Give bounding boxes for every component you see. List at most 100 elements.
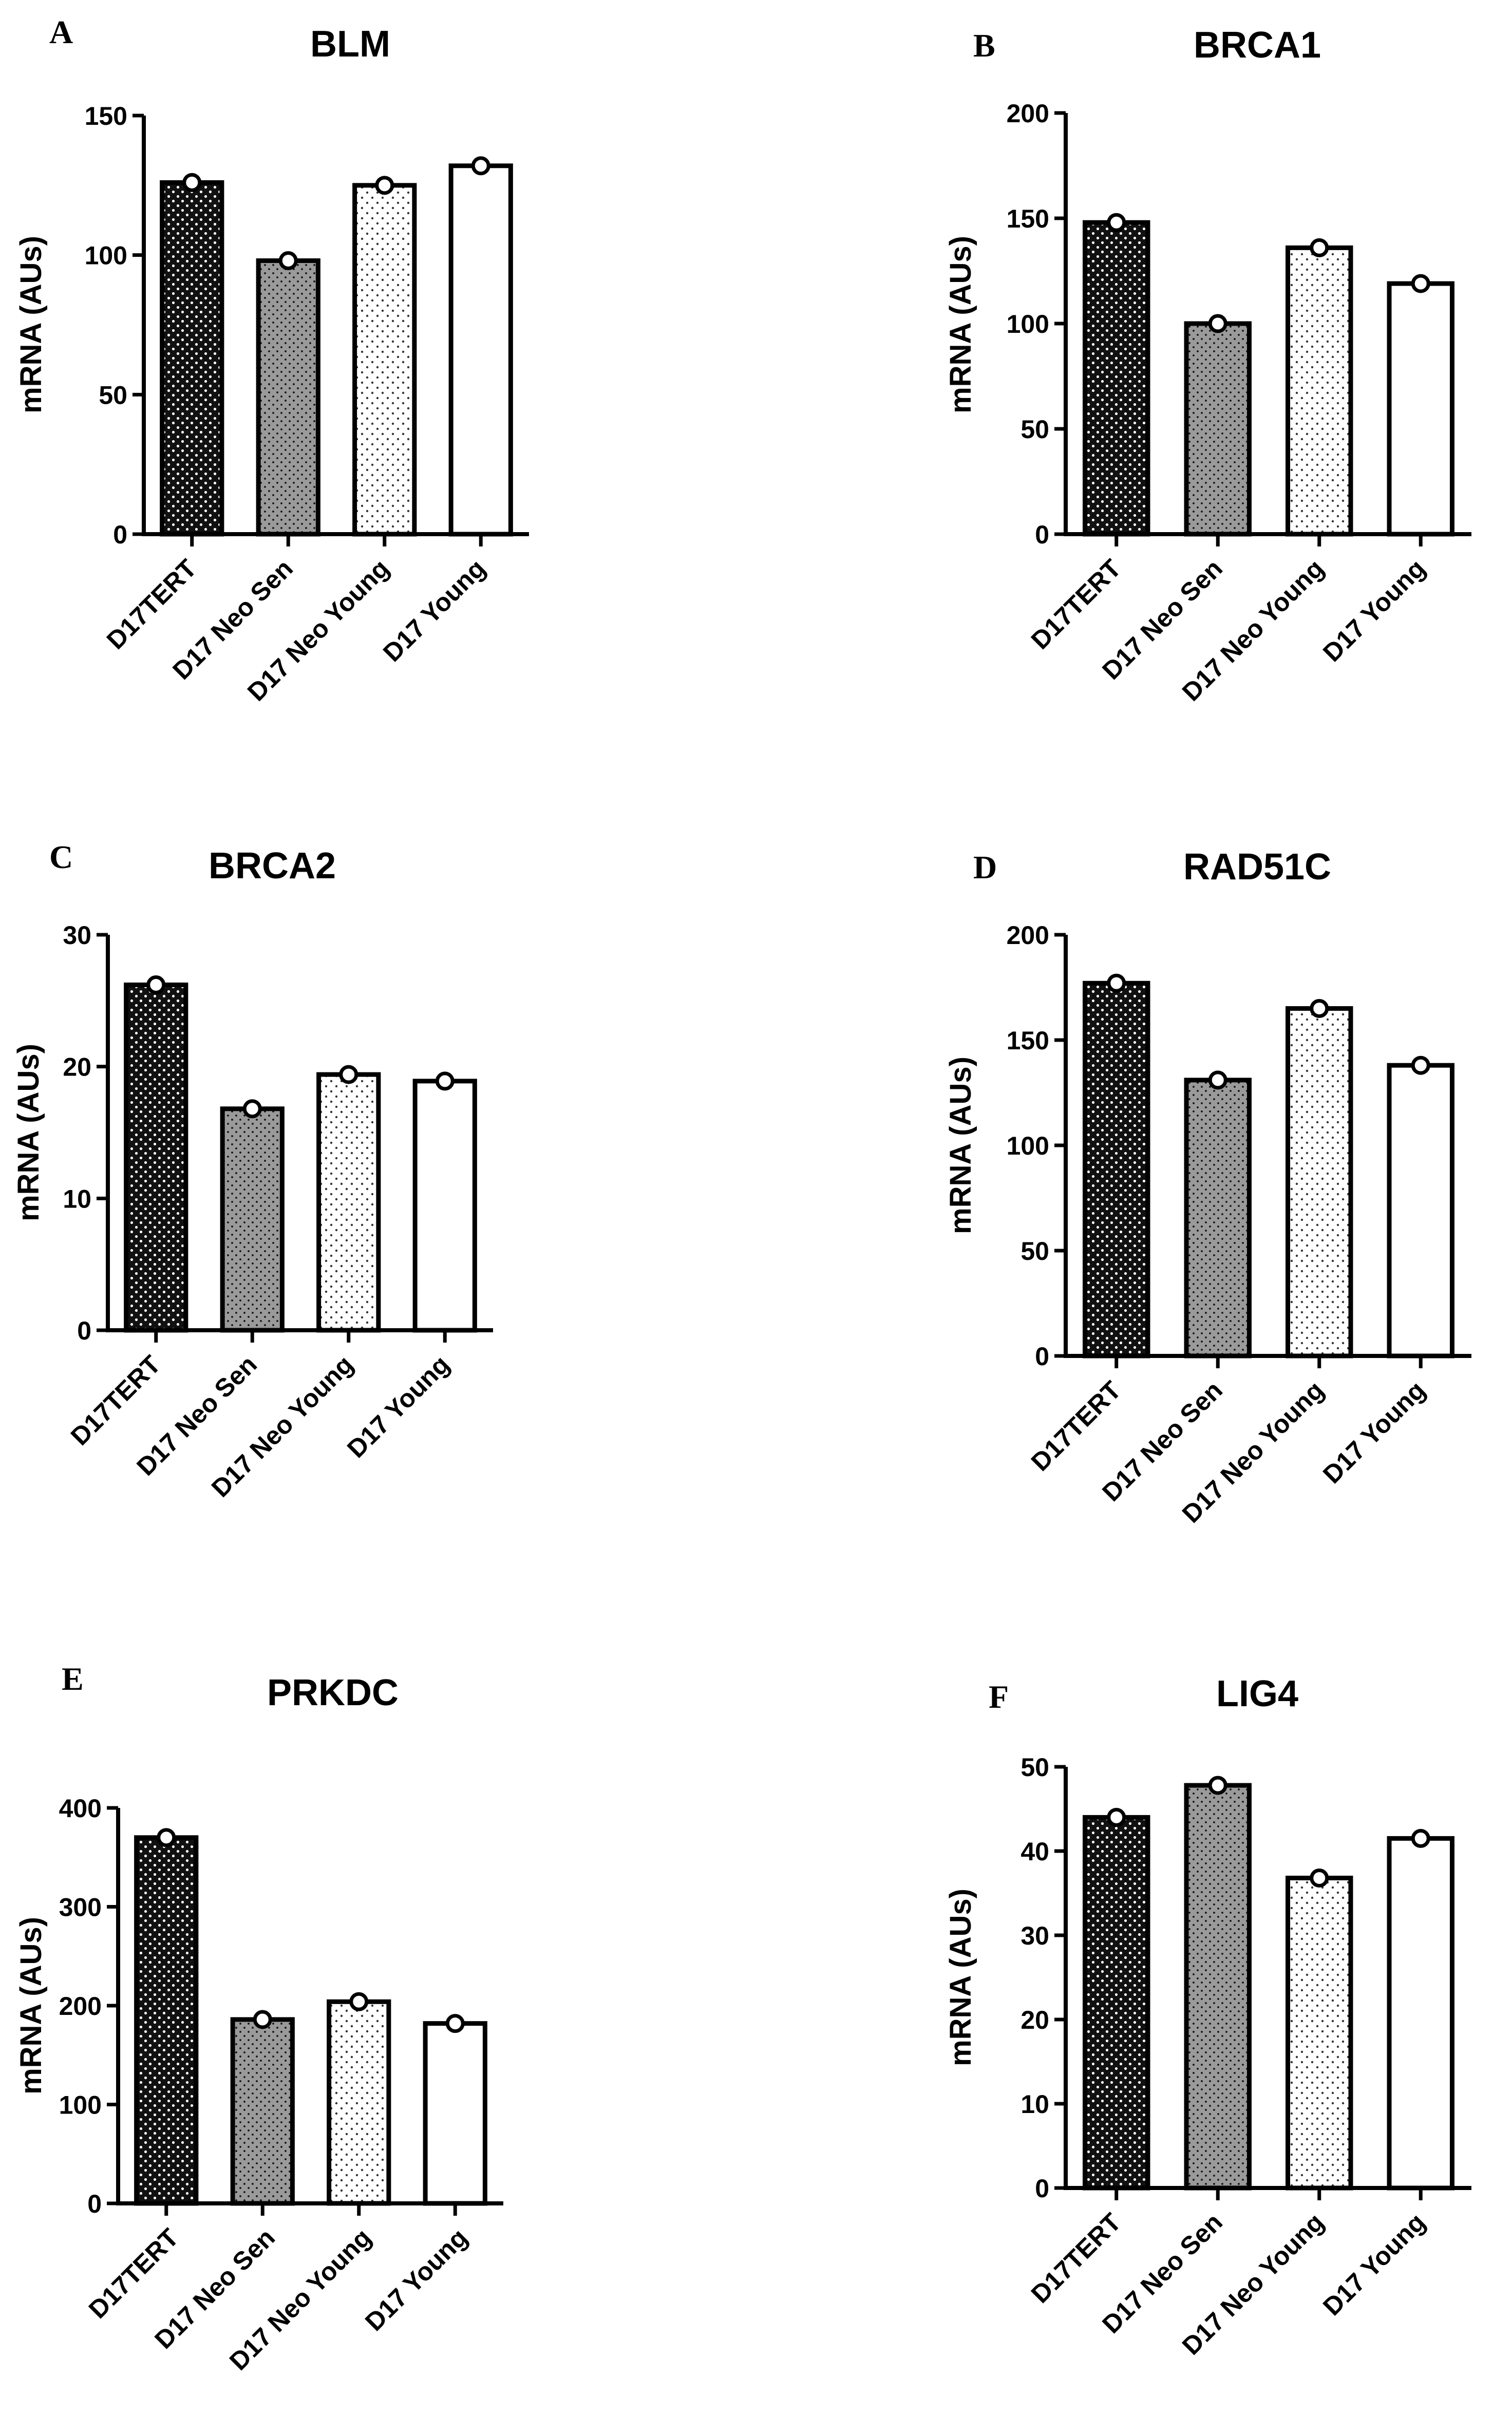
data-point	[375, 176, 394, 195]
bar	[1083, 980, 1150, 1359]
y-tick-label: 50	[1020, 1237, 1049, 1266]
x-tick-label: D17TERT	[1026, 1375, 1127, 1477]
y-axis-label: mRNA (AUs)	[944, 236, 977, 413]
bar	[316, 1072, 381, 1333]
y-tick-label: 40	[1020, 1837, 1049, 1866]
x-tick-label: D17 Young	[1317, 1375, 1431, 1489]
y-tick-label: 20	[1020, 2006, 1049, 2034]
bar	[1387, 281, 1454, 537]
data-point	[1310, 999, 1329, 1018]
panel-letter: A	[49, 14, 73, 50]
chart-title: BRCA2	[209, 845, 336, 886]
x-tick-label: D17TERT	[1026, 2208, 1127, 2309]
y-tick-label: 50	[1020, 415, 1049, 444]
data-point	[242, 1099, 262, 1119]
x-tick-label: D17 Young	[360, 2223, 473, 2336]
y-tick-label: 300	[59, 1893, 102, 1922]
bar	[230, 2017, 295, 2206]
bar	[1286, 245, 1353, 537]
y-tick-label: 20	[63, 1053, 91, 1082]
bar	[1083, 220, 1150, 537]
data-point	[1411, 274, 1430, 293]
y-axis-label: mRNA (AUs)	[12, 1044, 45, 1221]
y-tick-label: 50	[1020, 1753, 1049, 1782]
panel-letter: F	[989, 1678, 1009, 1715]
bar	[352, 183, 417, 537]
data-point	[1310, 238, 1329, 257]
y-tick-label: 10	[63, 1184, 91, 1213]
x-tick-label: D17TERT	[83, 2223, 184, 2324]
data-point	[1107, 213, 1126, 232]
data-point	[1208, 1070, 1227, 1090]
x-tick-label: D17TERT	[1026, 554, 1127, 655]
bar	[256, 258, 320, 537]
bar	[412, 1079, 477, 1333]
y-tick-label: 100	[85, 241, 127, 270]
y-tick-label: 30	[1020, 1921, 1049, 1950]
x-tick-label: D17TERT	[101, 554, 202, 655]
data-point	[1208, 314, 1227, 333]
bar	[1184, 1783, 1252, 2191]
x-tick-label: D17 Young	[377, 554, 491, 667]
y-tick-label: 0	[77, 1316, 91, 1345]
data-point	[1310, 1868, 1329, 1888]
data-point	[339, 1065, 358, 1084]
data-point	[435, 1071, 455, 1091]
bar	[1184, 1078, 1252, 1359]
bar	[1083, 1815, 1150, 2191]
chart-title: BLM	[310, 24, 390, 65]
data-point	[349, 1992, 369, 2011]
data-point	[1107, 1807, 1126, 1827]
y-tick-label: 0	[113, 520, 127, 549]
y-tick-label: 150	[85, 102, 127, 130]
panel-letter: B	[973, 27, 995, 64]
panel-letter: E	[62, 1661, 84, 1697]
data-point	[471, 156, 490, 176]
panel-letter: C	[49, 839, 73, 875]
y-tick-label: 0	[1035, 1342, 1049, 1371]
y-tick-label: 200	[1007, 99, 1049, 128]
panel-d: D RAD51C mRNA (AUs) 0 50 100 150 200 D17TERT D…	[944, 846, 1471, 1529]
y-tick-label: 150	[1007, 1026, 1049, 1055]
data-point	[157, 1828, 176, 1847]
chart-title: PRKDC	[267, 1672, 399, 1713]
chart-title: BRCA1	[1194, 25, 1321, 66]
bar	[1387, 1836, 1454, 2191]
y-tick-label: 100	[1007, 1131, 1049, 1160]
y-tick-label: 0	[1035, 520, 1049, 549]
y-tick-label: 0	[87, 2190, 102, 2218]
panel-letter: D	[973, 849, 997, 885]
y-tick-label: 100	[59, 2091, 102, 2120]
data-point	[445, 2014, 465, 2033]
x-tick-label: D17 Young	[1317, 554, 1431, 667]
bar	[134, 1835, 199, 2206]
data-point	[278, 251, 298, 271]
y-tick-label: 0	[1035, 2174, 1049, 2203]
data-point	[1411, 1828, 1430, 1848]
data-point	[253, 2010, 272, 2029]
chart-title: RAD51C	[1183, 846, 1331, 888]
chart-title: LIG4	[1216, 1673, 1298, 1714]
bar	[124, 983, 188, 1333]
bar	[1387, 1063, 1454, 1359]
bar	[423, 2021, 487, 2206]
bar	[160, 180, 224, 537]
y-tick-label: 200	[1007, 921, 1049, 950]
panel-b: B BRCA1 mRNA (AUs) 0 50 100 150 200 D17TERT D1…	[944, 25, 1471, 707]
y-tick-label: 100	[1007, 310, 1049, 338]
panel-e: E PRKDC mRNA (AUs) 0 100 200 300 400 D17TERT D…	[14, 1661, 503, 2376]
y-tick-label: 400	[59, 1794, 102, 1823]
bar	[327, 1999, 391, 2206]
y-axis-label: mRNA (AUs)	[944, 1056, 977, 1234]
data-point	[1208, 1776, 1227, 1795]
y-axis-label: mRNA (AUs)	[14, 1917, 48, 2095]
data-point	[146, 975, 166, 995]
y-tick-label: 200	[59, 1992, 102, 2021]
bar	[1286, 1875, 1353, 2191]
x-tick-label: D17TERT	[65, 1350, 166, 1451]
bar	[220, 1106, 285, 1333]
data-point	[1411, 1055, 1430, 1075]
y-tick-label: 50	[99, 381, 127, 409]
